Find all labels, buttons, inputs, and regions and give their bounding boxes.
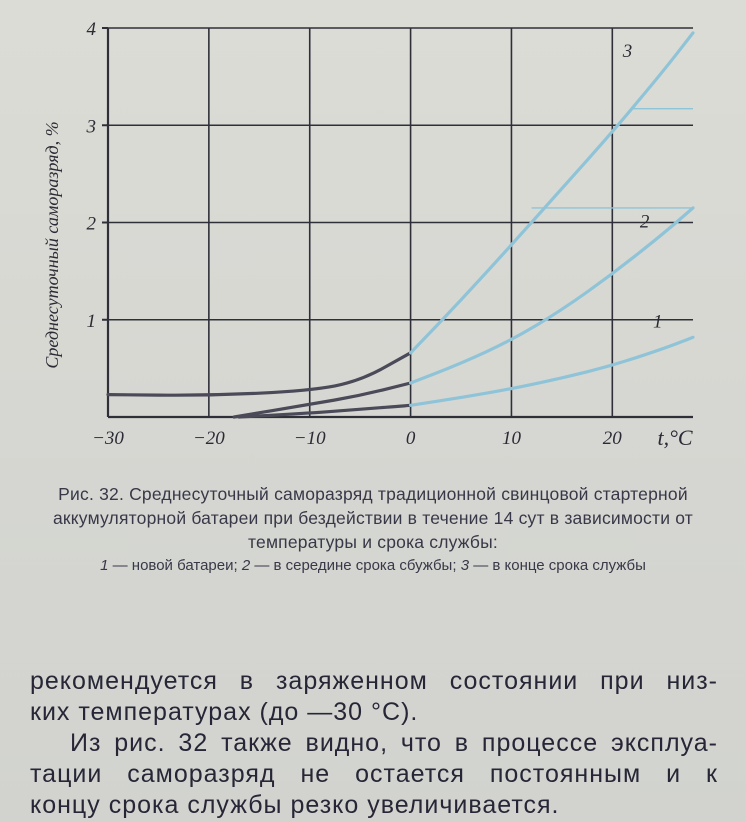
x-tick-label: −30 <box>92 428 124 449</box>
series-2-line <box>409 206 695 385</box>
legend-2-number: 2 <box>241 557 251 574</box>
chart-series-layer <box>106 31 695 419</box>
x-tick-label: 0 <box>406 428 416 449</box>
series-2-dark-line <box>232 381 413 419</box>
caption-main: Рис. 32. Среднесуточный саморазряд тради… <box>52 484 694 552</box>
series-1-line <box>409 335 695 407</box>
caption-legend: 1 — новой батареи; 2 — в середине срока … <box>14 556 732 576</box>
chart-tick-labels: −30 −20 −10 0 10 20 1 2 3 4 <box>86 19 623 449</box>
chart-grid <box>102 27 693 419</box>
body-line: Из рис. 32 также видно, что в процессе э… <box>70 729 718 757</box>
legend-3-text: — в конце срока службы <box>469 557 646 574</box>
y-tick-label: 3 <box>86 116 97 137</box>
x-axis-label: t,°C <box>657 425 692 450</box>
body-text: рекомендуется в заряженном состоянии при… <box>30 666 718 821</box>
x-tick-label: −10 <box>294 428 326 449</box>
legend-3-number: 3 <box>460 557 470 574</box>
x-tick-label: −20 <box>193 428 225 449</box>
body-line: тации саморазряд не остается постоянным … <box>30 760 718 788</box>
series-1-dark-line <box>237 403 413 419</box>
x-tick-label: 20 <box>603 428 623 449</box>
series-3-line <box>409 31 695 355</box>
series-3-label: 3 <box>622 41 633 62</box>
figure-caption: Рис. 32. Среднесуточный саморазряд тради… <box>14 482 732 576</box>
legend-1-text: — новой батареи; <box>108 557 242 574</box>
y-axis-label: Среднесуточный саморазряд, % <box>42 121 62 368</box>
series-2-label: 2 <box>640 211 650 232</box>
x-tick-label: 10 <box>502 428 522 449</box>
body-line: ких температурах (до —30 °C). <box>30 698 419 726</box>
chart-series-labels: 1 2 3 <box>622 41 663 332</box>
series-1-label: 1 <box>653 312 663 333</box>
legend-1-number: 1 <box>100 557 109 574</box>
y-tick-label: 4 <box>87 19 97 40</box>
series-3-dark-line <box>106 351 413 397</box>
self-discharge-chart: −30 −20 −10 0 10 20 1 2 3 4 1 2 3 Среднесуточный са… <box>42 19 695 450</box>
body-line: концу срока службы резко увеличивается. <box>30 791 560 819</box>
y-tick-label: 1 <box>87 311 97 332</box>
body-line: рекомендуется в заряженном состоянии при… <box>30 667 718 695</box>
legend-2-text: — в середине срока сбужбы; <box>250 557 461 574</box>
y-tick-label: 2 <box>87 214 97 235</box>
